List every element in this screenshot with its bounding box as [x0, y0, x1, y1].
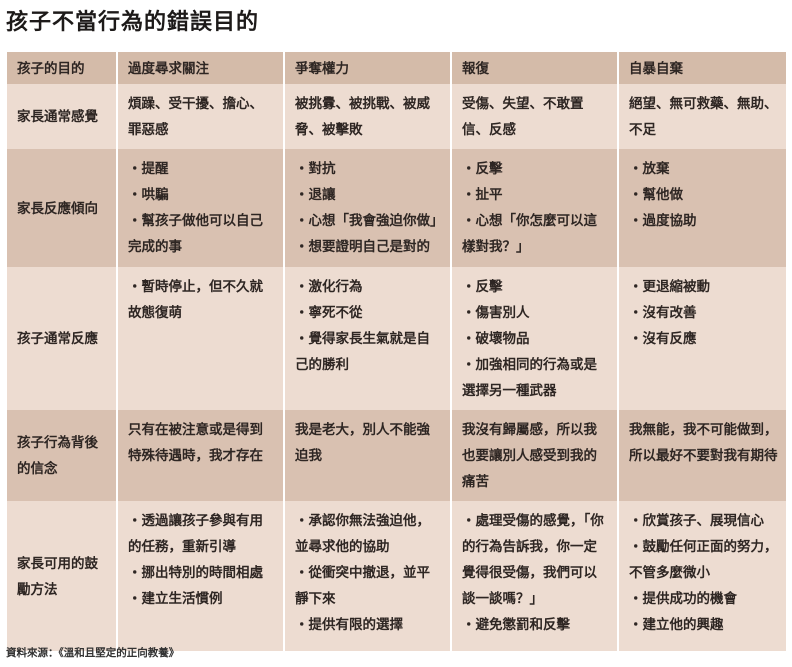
header-cell: 報復 [450, 52, 619, 84]
list-item: ・沒有反應 [629, 331, 697, 347]
table-row: 家長可用的鼓勵方法 ・透過讓孩子參與有用的任務，重新引導 ・挪出特別的時間相處 ・建立… [5, 501, 788, 651]
list-item: ・哄騙 [128, 187, 169, 203]
header-cell: 孩子的目的 [5, 52, 118, 84]
list-item: ・暫時停止，但不久就故態復萌 [128, 279, 263, 321]
table-cell: ・對抗・退讓・心想「我會強迫你做」 ・想要證明自己是對的 [283, 149, 452, 267]
list-item: ・扯平 [462, 187, 503, 203]
table-cell: 受傷、失望、不敢置信、反感 [450, 84, 619, 149]
cell-text: 我沒有歸屬感，所以我也要讓別人感受到我的痛苦 [462, 422, 597, 490]
cell-text: 我無能，我不可能做到，所以最好不要對我有期待 [629, 422, 778, 464]
list-item: ・退讓 [295, 187, 336, 203]
list-item: ・幫孩子做他可以自己完成的事 [128, 213, 263, 255]
table-cell: 我沒有歸屬感，所以我也要讓別人感受到我的痛苦 [450, 410, 619, 501]
source-note: 資料來源：《溫和且堅定的正向教養》 [6, 647, 180, 659]
table-cell: ・激化行為・寧死不從・覺得家長生氣就是自己的勝利 [283, 267, 452, 410]
list-item: ・對抗 [295, 161, 336, 177]
table-cell: ・放棄・幫他做・過度協助 [617, 149, 788, 267]
table-cell: 只有在被注意或是得到特殊待遇時，我才存在 [116, 410, 285, 501]
list-item: ・寧死不從 [295, 305, 363, 321]
table-cell: ・更退縮被動 ・沒有改善・沒有反應 [617, 267, 788, 410]
list-item: ・處理受傷的感覺，「你的行為告訴我，你一定覺得很受傷，我們可以談一談嗎？」 [462, 513, 604, 607]
table-cell: ・欣賞孩子、展現信心・鼓勵任何正面的努力，不管多麼微小・提供成功的機會 ・建立他的… [617, 501, 788, 651]
list-item: ・建立生活慣例 [128, 591, 223, 607]
table-cell: ・處理受傷的感覺，「你的行為告訴我，你一定覺得很受傷，我們可以談一談嗎？」・避免… [450, 501, 619, 651]
list-item: ・欣賞孩子、展現信心 [629, 513, 764, 529]
list-item: ・透過讓孩子參與有用的任務，重新引導 [128, 513, 263, 555]
mistaken-goals-table: 孩子的目的 過度尋求關注 爭奪權力 報復 自暴自棄 家長通常感覺 煩躁、受干擾、擔心、罪惡感… [5, 52, 788, 651]
table-cell: ・反擊・傷害別人・破壞物品・加強相同的行為或是選擇另一種武器 [450, 267, 619, 410]
cell-text: 我是老大，別人不能強迫我 [295, 422, 430, 464]
list-item: ・幫他做 [629, 187, 683, 203]
table-cell: 我無能，我不可能做到，所以最好不要對我有期待 [617, 410, 788, 501]
row-label: 家長通常感覺 [5, 84, 118, 149]
list-item: ・提供有限的選擇 [295, 617, 403, 633]
table-row: 孩子行為背後的信念 只有在被注意或是得到特殊待遇時，我才存在 我是老大，別人不能強迫… [5, 410, 788, 501]
row-label: 家長反應傾向 [5, 149, 118, 267]
list-item: ・放棄 [629, 161, 670, 177]
page-title: 孩子不當行為的錯誤目的 [6, 10, 260, 35]
table-header-row: 孩子的目的 過度尋求關注 爭奪權力 報復 自暴自棄 [5, 52, 788, 84]
table-cell: 絕望、無可救藥、無助、不足 [617, 84, 788, 149]
list-item: ・過度協助 [629, 213, 697, 229]
table-cell: ・透過讓孩子參與有用的任務，重新引導・挪出特別的時間相處 ・建立生活慣例 [116, 501, 285, 651]
list-item: ・挪出特別的時間相處 [128, 565, 263, 581]
table-cell: ・承認你無法強迫他，並尋求他的協助 ・從衝突中撤退，並平靜下來・提供有限的選擇 [283, 501, 452, 651]
header-cell: 爭奪權力 [283, 52, 452, 84]
table-row: 家長通常感覺 煩躁、受干擾、擔心、罪惡感 被挑釁、被挑戰、被威脅、被擊敗 受傷、失望、… [5, 84, 788, 149]
table-row: 家長反應傾向 ・提醒 ・哄騙 ・幫孩子做他可以自己完成的事 ・對抗 ・退讓 ・心想「我會強迫… [5, 149, 788, 267]
list-item: ・加強相同的行為或是選擇另一種武器 [462, 357, 597, 399]
table-cell: 煩躁、受干擾、擔心、罪惡感 [116, 84, 285, 149]
list-item: ・心想「我會強迫你做」 [295, 213, 444, 229]
table-cell: ・暫時停止，但不久就故態復萌 [116, 267, 285, 410]
list-item: ・更退縮被動 [629, 279, 710, 295]
table-cell: 我是老大，別人不能強迫我 [283, 410, 452, 501]
list-item: ・覺得家長生氣就是自己的勝利 [295, 331, 430, 373]
table-cell: ・提醒・哄騙・幫孩子做他可以自己完成的事 [116, 149, 285, 267]
cell-text: 受傷、失望、不敢置信、反感 [462, 96, 584, 138]
table-cell: 被挑釁、被挑戰、被威脅、被擊敗 [283, 84, 452, 149]
list-item: ・建立他的興趣 [629, 617, 724, 633]
list-item: ・想要證明自己是對的 [295, 239, 430, 255]
list-item: ・反擊 [462, 161, 503, 177]
list-item: ・破壞物品 [462, 331, 530, 347]
cell-text: 煩躁、受干擾、擔心、罪惡感 [128, 96, 263, 138]
list-item: ・鼓勵任何正面的努力，不管多麼微小 [629, 539, 778, 581]
cell-text: 只有在被注意或是得到特殊待遇時，我才存在 [128, 422, 263, 464]
list-item: ・避免懲罰和反擊 [462, 617, 570, 633]
header-cell: 過度尋求關注 [116, 52, 285, 84]
row-label: 家長可用的鼓勵方法 [5, 501, 118, 651]
list-item: ・傷害別人 [462, 305, 530, 321]
row-label: 孩子通常反應 [5, 267, 118, 410]
list-item: ・反擊 [462, 279, 503, 295]
header-cell: 自暴自棄 [617, 52, 788, 84]
list-item: ・承認你無法強迫他，並尋求他的協助 [295, 513, 430, 555]
table-cell: ・反擊・扯平・心想「你怎麼可以這樣對我？」 [450, 149, 619, 267]
list-item: ・從衝突中撤退，並平靜下來 [295, 565, 430, 607]
list-item: ・激化行為 [295, 279, 363, 295]
row-label: 孩子行為背後的信念 [5, 410, 118, 501]
table-row: 孩子通常反應 ・暫時停止，但不久就故態復萌 ・激化行為 ・寧死不從 ・覺得家長生氣就是自… [5, 267, 788, 410]
cell-text: 被挑釁、被挑戰、被威脅、被擊敗 [295, 96, 430, 138]
list-item: ・提醒 [128, 161, 169, 177]
cell-text: 絕望、無可救藥、無助、不足 [629, 96, 778, 138]
list-item: ・沒有改善 [629, 305, 697, 321]
list-item: ・心想「你怎麼可以這樣對我？」 [462, 213, 597, 255]
list-item: ・提供成功的機會 [629, 591, 737, 607]
